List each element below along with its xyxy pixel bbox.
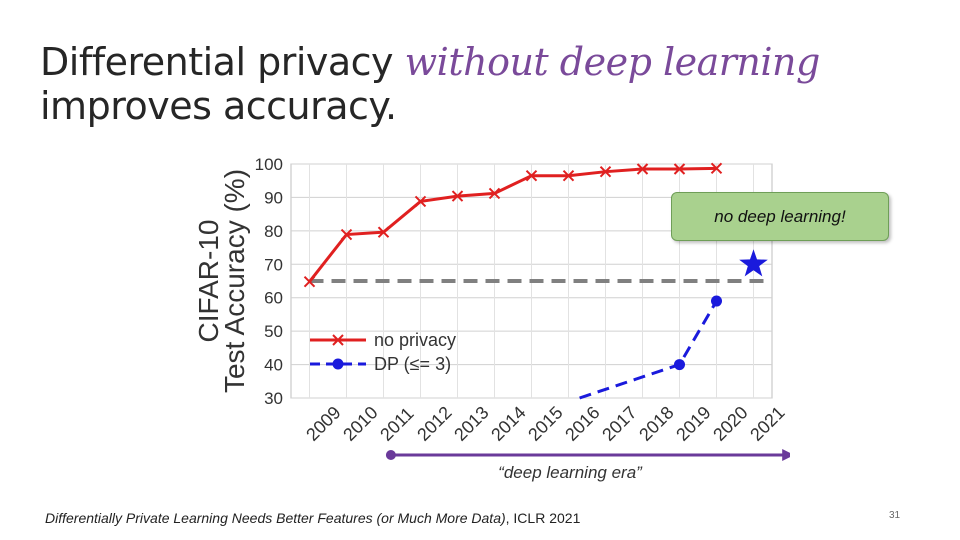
y-axis-label-dataset: CIFAR-10 <box>193 220 224 343</box>
page-number: 31 <box>889 510 901 521</box>
citation: Differentially Private Learning Needs Be… <box>45 510 580 526</box>
x-tick-label: 2016 <box>561 402 603 444</box>
dp-point <box>674 359 685 371</box>
no-privacy-point <box>303 275 316 288</box>
x-tick-label: 2019 <box>672 402 714 444</box>
no-privacy-point <box>377 226 390 238</box>
title-plain: Differential privacy <box>40 40 394 84</box>
x-tick-label: 2017 <box>598 402 640 444</box>
legend-dp-marker <box>332 358 344 370</box>
y-tick-label: 50 <box>264 322 283 341</box>
x-tick-label: 2015 <box>524 402 566 444</box>
y-axis-label-metric: Test Accuracy (%) <box>219 169 250 393</box>
x-tick-label: 2021 <box>746 402 788 444</box>
x-tick-label: 2010 <box>339 402 381 444</box>
x-tick-label: 2013 <box>450 402 492 444</box>
no-privacy-point <box>451 190 464 202</box>
legend-no-privacy-marker <box>332 334 344 346</box>
deep-learning-era-label: “deep learning era” <box>498 463 642 482</box>
no-deep-learning-callout: no deep learning! <box>671 192 889 241</box>
x-tick-label: 2020 <box>709 402 751 444</box>
no-privacy-point <box>636 163 649 175</box>
x-tick-label: 2018 <box>635 402 677 444</box>
x-tick-label: 2009 <box>302 402 344 444</box>
no-privacy-point <box>673 163 686 175</box>
x-tick-label: 2011 <box>376 403 418 445</box>
y-tick-label: 90 <box>264 188 283 207</box>
no-privacy-point <box>599 165 612 178</box>
x-tick-label: 2014 <box>487 402 529 444</box>
y-tick-label: 60 <box>264 289 283 308</box>
no-privacy-line <box>308 166 717 283</box>
accuracy-chart: 3040506070809010020092010201120122013201… <box>193 155 790 461</box>
y-tick-label: 100 <box>255 155 283 174</box>
x-tick-label: 2012 <box>413 402 455 444</box>
dp-point <box>711 295 722 307</box>
y-tick-label: 80 <box>264 222 283 241</box>
y-tick-label: 70 <box>264 255 283 274</box>
y-tick-label: 30 <box>264 389 283 408</box>
title-emphasis: without deep learning <box>404 40 821 84</box>
slide-title: Differential privacy without deep learni… <box>40 40 820 128</box>
star-marker <box>739 249 768 277</box>
no-privacy-point <box>562 169 575 182</box>
era-arrow-head <box>782 449 790 461</box>
no-privacy-point <box>414 195 427 208</box>
era-arrow-start <box>385 450 396 460</box>
citation-title: Differentially Private Learning Needs Be… <box>45 510 506 526</box>
legend-dp-label: DP (≤= 3) <box>374 354 451 374</box>
citation-venue: , ICLR 2021 <box>505 510 581 526</box>
no-privacy-point <box>525 169 538 182</box>
no-privacy-point <box>488 187 501 200</box>
no-privacy-point <box>340 228 353 241</box>
title-line2: improves accuracy. <box>40 84 397 128</box>
legend-no-privacy-label: no privacy <box>374 330 456 350</box>
y-tick-label: 40 <box>264 356 283 375</box>
no-privacy-point <box>710 162 723 175</box>
